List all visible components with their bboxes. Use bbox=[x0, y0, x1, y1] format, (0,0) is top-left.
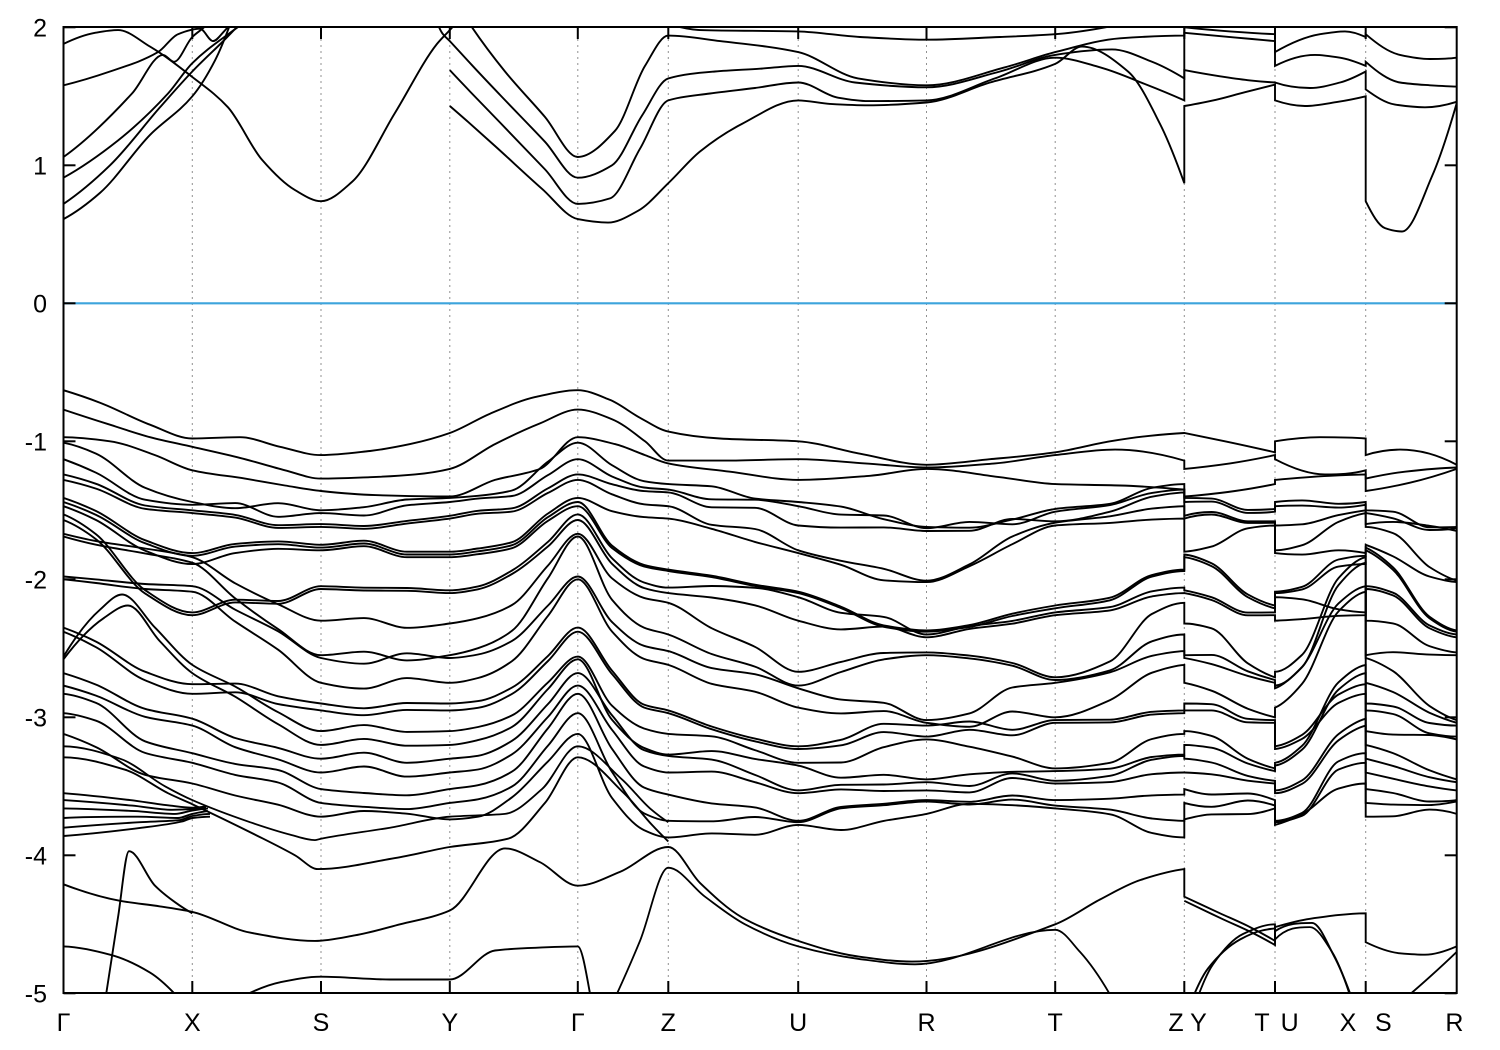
svg-text:-1: -1 bbox=[25, 428, 47, 456]
svg-text:-2: -2 bbox=[25, 566, 47, 594]
svg-text:Γ: Γ bbox=[57, 1009, 71, 1037]
svg-text:2: 2 bbox=[33, 14, 47, 42]
svg-text:S: S bbox=[1375, 1009, 1392, 1037]
svg-text:0: 0 bbox=[33, 290, 47, 318]
svg-text:Z: Z bbox=[1168, 1009, 1183, 1037]
svg-text:X: X bbox=[184, 1009, 201, 1037]
svg-text:R: R bbox=[917, 1009, 935, 1037]
svg-text:U: U bbox=[1281, 1009, 1299, 1037]
svg-text:S: S bbox=[313, 1009, 330, 1037]
svg-text:-5: -5 bbox=[25, 980, 47, 1008]
svg-text:X: X bbox=[1340, 1009, 1357, 1037]
svg-text:R: R bbox=[1445, 1009, 1463, 1037]
svg-text:T: T bbox=[1048, 1009, 1063, 1037]
svg-text:Y: Y bbox=[441, 1009, 458, 1037]
svg-text:Y: Y bbox=[1190, 1009, 1207, 1037]
svg-text:Z: Z bbox=[661, 1009, 676, 1037]
svg-text:U: U bbox=[789, 1009, 807, 1037]
svg-text:-3: -3 bbox=[25, 704, 47, 732]
svg-text:Γ: Γ bbox=[571, 1009, 585, 1037]
svg-text:T: T bbox=[1254, 1009, 1269, 1037]
svg-text:-4: -4 bbox=[25, 842, 47, 870]
svg-text:1: 1 bbox=[33, 152, 47, 180]
